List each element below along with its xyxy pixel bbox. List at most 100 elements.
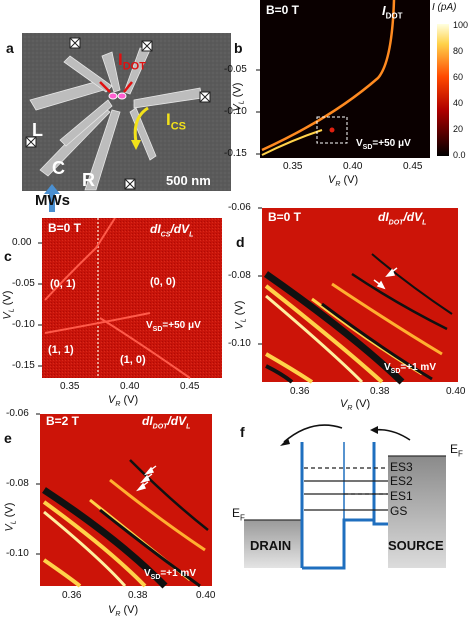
source-label: SOURCE bbox=[388, 538, 444, 553]
state-label: (1, 1) bbox=[48, 344, 74, 356]
xlabel-e: VR (V) bbox=[108, 604, 139, 619]
panel-label-c: c bbox=[4, 248, 12, 264]
ytick: -0.15 bbox=[12, 360, 35, 371]
panel-label-e: e bbox=[4, 430, 12, 446]
transition-line-faint bbox=[261, 129, 323, 156]
label-i-dot: IDOT bbox=[118, 50, 146, 73]
xtick: 0.45 bbox=[403, 161, 423, 172]
xtick: 0.38 bbox=[128, 590, 148, 601]
ylabel-e: VL (V) bbox=[3, 502, 18, 532]
ytick: -0.15 bbox=[224, 148, 247, 159]
ytick: 0.00 bbox=[12, 237, 32, 248]
ylabel-d: VL (V) bbox=[233, 300, 248, 330]
ytick: -0.06 bbox=[228, 202, 251, 213]
ylabel-b: VL (V) bbox=[231, 82, 246, 112]
ef-label-drain: EF bbox=[232, 506, 245, 523]
dot-bottom bbox=[302, 518, 374, 570]
field-label-e: B=2 T bbox=[46, 414, 80, 428]
state-label: (0, 0) bbox=[150, 276, 176, 288]
ytick: -0.08 bbox=[6, 478, 29, 489]
signal-label-b: IDOT bbox=[382, 3, 403, 21]
xtick: 0.40 bbox=[343, 161, 363, 172]
level-label-gs: GS bbox=[390, 504, 408, 518]
field-label-d: B=0 T bbox=[268, 210, 302, 224]
xtick: 0.35 bbox=[283, 161, 303, 172]
state-label: (1, 0) bbox=[120, 354, 146, 366]
ytick: -0.05 bbox=[12, 278, 35, 289]
panel-c: c B=0 T dICS/dVL (0, 1) (0, 0) (1, 1) (1… bbox=[0, 218, 232, 408]
ytick: -0.05 bbox=[224, 64, 247, 75]
xlabel-b: VR (V) bbox=[328, 174, 359, 189]
ytick: -0.10 bbox=[228, 338, 251, 349]
label-i-cs: ICS bbox=[166, 110, 187, 133]
ytick: -0.10 bbox=[12, 319, 35, 330]
xtick: 0.40 bbox=[196, 590, 216, 601]
panel-label-a: a bbox=[6, 40, 14, 56]
panel-label-f: f bbox=[240, 424, 245, 440]
scale-bar-label: 500 nm bbox=[166, 173, 211, 188]
vsd-label-e: VSD=+1 mV bbox=[144, 568, 196, 581]
drain-label: DRAIN bbox=[250, 538, 292, 553]
contact-marks bbox=[25, 37, 211, 190]
xtick: 0.35 bbox=[60, 381, 80, 392]
panel-label-d: d bbox=[236, 234, 245, 250]
field-label-b: B=0 T bbox=[266, 3, 300, 17]
cbar-tick: 100 bbox=[453, 20, 469, 30]
mw-label: MWs bbox=[35, 192, 70, 209]
cbar-tick: 60 bbox=[453, 72, 464, 82]
ytick: -0.10 bbox=[6, 548, 29, 559]
resonance-box bbox=[316, 116, 348, 144]
panel-label-b: b bbox=[234, 40, 243, 56]
arrow-markers bbox=[373, 267, 398, 290]
transition-line bbox=[261, 0, 396, 152]
ytick: -0.08 bbox=[228, 270, 251, 281]
colorbar-title: I (pA) bbox=[432, 2, 457, 13]
sem-image bbox=[22, 33, 231, 212]
panel-f: f bbox=[232, 414, 474, 621]
plot-area-e bbox=[40, 414, 212, 586]
ytick: -0.06 bbox=[6, 408, 29, 419]
panel-e: e B=2 T dIDOT/dVL VSD=+1 mV -0.06 -0.08 … bbox=[0, 408, 232, 621]
xtick: 0.45 bbox=[180, 381, 200, 392]
cs-line-2 bbox=[44, 312, 151, 334]
drain-reservoir bbox=[244, 520, 302, 568]
panel-a: a bbox=[0, 0, 232, 215]
source-reservoir bbox=[388, 456, 446, 568]
ytick: -0.10 bbox=[224, 106, 247, 117]
level-label-es1: ES1 bbox=[390, 489, 413, 503]
xtick: 0.36 bbox=[62, 590, 82, 601]
cbar-tick: 20 bbox=[453, 124, 464, 134]
panel-d: d B=0 T dIDOT/dVL VSD=+1 mV -0.06 -0.08 … bbox=[228, 202, 474, 414]
ylabel-c: VL (V) bbox=[1, 290, 16, 320]
signal-label-e: dIDOT/dVL bbox=[142, 414, 191, 431]
barrier-right bbox=[372, 442, 388, 526]
signal-label-c: dICS/dVL bbox=[150, 222, 194, 239]
plot-area-b bbox=[260, 0, 430, 158]
field-label-c: B=0 T bbox=[48, 221, 82, 235]
plot-area-c bbox=[42, 218, 222, 378]
xtick: 0.40 bbox=[446, 386, 466, 397]
cs-line-3 bbox=[99, 317, 191, 379]
signal-label-d: dIDOT/dVL bbox=[378, 210, 427, 227]
gate-label-C: C bbox=[52, 158, 65, 178]
vsd-label-c: VSD=+50 μV bbox=[146, 320, 201, 333]
cs-line-1 bbox=[44, 218, 116, 301]
ef-label-source: EF bbox=[450, 442, 463, 459]
xtick: 0.36 bbox=[290, 386, 310, 397]
xtick: 0.38 bbox=[370, 386, 390, 397]
gate-label-L: L bbox=[32, 120, 43, 140]
cbar-tick: 80 bbox=[453, 46, 464, 56]
arrow-markers bbox=[136, 465, 157, 492]
state-label: (0, 1) bbox=[50, 278, 76, 290]
level-label-es3: ES3 bbox=[390, 460, 413, 474]
cbar-tick: 40 bbox=[453, 98, 464, 108]
colorbar-ticks: 0.0 20 40 60 80 100 bbox=[453, 20, 468, 160]
gate-label-R: R bbox=[82, 170, 95, 190]
cbar-tick: 0.0 bbox=[453, 150, 466, 160]
vsd-label-d: VSD=+1 mV bbox=[384, 362, 436, 375]
level-label-es2: ES2 bbox=[390, 474, 413, 488]
xlabel-c: VR (V) bbox=[108, 394, 139, 409]
vsd-label-b: VSD=+50 μV bbox=[356, 138, 411, 151]
panel-b: b B=0 T IDOT VSD=+50 μV I (pA) 0.0 20 40 bbox=[224, 0, 474, 215]
xtick: 0.40 bbox=[120, 381, 140, 392]
